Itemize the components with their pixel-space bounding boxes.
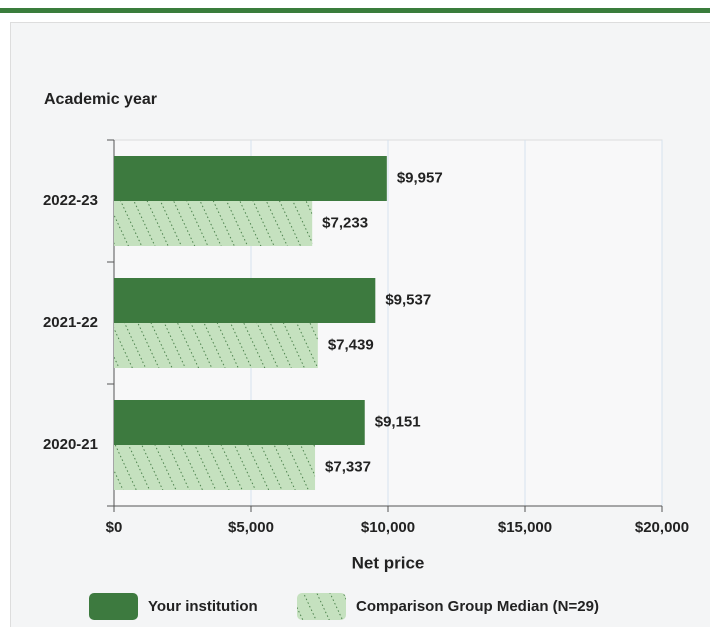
value-label: $9,151	[375, 413, 421, 430]
legend-swatch	[297, 593, 346, 620]
value-label: $9,537	[385, 291, 431, 308]
x-tick-label: $5,000	[228, 519, 274, 536]
y-tick-label: 2020-21	[43, 436, 98, 453]
y-tick-label: 2021-22	[43, 314, 98, 331]
bar	[114, 400, 365, 445]
bar	[114, 201, 313, 246]
x-tick-label: $20,000	[635, 519, 689, 536]
bar	[114, 156, 387, 201]
value-label: $7,233	[322, 214, 368, 231]
y-tick-label: 2022-23	[43, 192, 98, 209]
top-bar	[0, 8, 710, 13]
x-tick-label: $0	[106, 519, 123, 536]
x-tick-label: $10,000	[361, 519, 415, 536]
value-label: $9,957	[397, 169, 443, 186]
value-label: $7,439	[328, 336, 374, 353]
bar	[114, 445, 316, 490]
bar	[114, 278, 376, 323]
x-axis-title: Net price	[352, 553, 425, 572]
legend-label: Comparison Group Median (N=29)	[356, 598, 599, 615]
legend-label: Your institution	[148, 598, 258, 615]
bar	[114, 323, 318, 368]
y-axis-title: Academic year	[44, 91, 157, 108]
x-tick-label: $15,000	[498, 519, 552, 536]
value-label: $7,337	[325, 458, 371, 475]
legend-swatch	[89, 593, 138, 620]
